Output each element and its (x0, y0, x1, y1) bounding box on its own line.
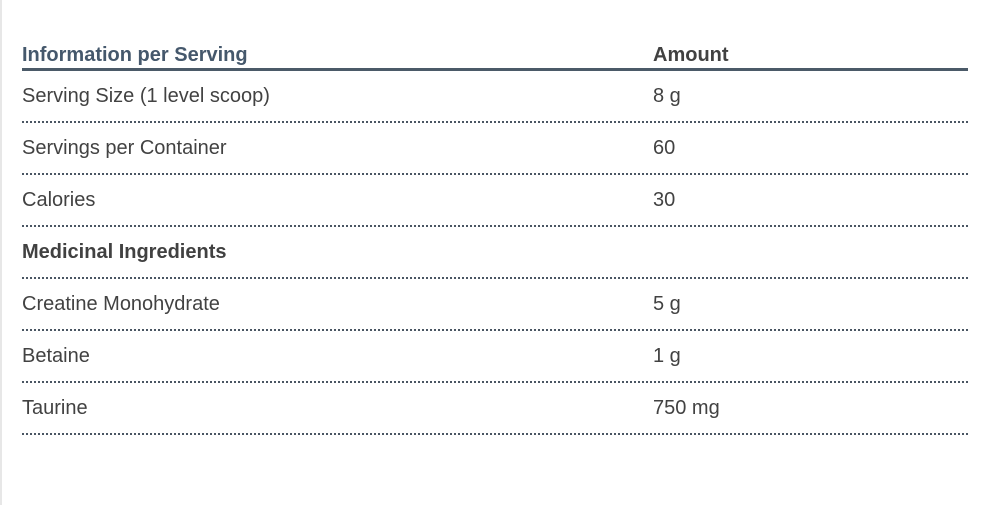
header-amount: Amount (653, 44, 729, 66)
row-amount: 60 (653, 137, 676, 159)
row-divider (22, 381, 968, 383)
table-row: Serving Size (1 level scoop) 8 g (22, 71, 968, 121)
row-amount: 750 mg (653, 397, 720, 419)
info-table: Information per Serving Amount Serving S… (22, 0, 968, 435)
row-divider (22, 277, 968, 279)
row-divider (22, 173, 968, 175)
header-information-per-serving: Information per Serving (22, 44, 248, 66)
row-label: Calories (22, 189, 96, 211)
row-label: Taurine (22, 397, 88, 419)
row-divider (22, 121, 968, 123)
row-label: Betaine (22, 345, 90, 367)
row-label: Serving Size (1 level scoop) (22, 85, 270, 107)
table-header-row: Information per Serving Amount (22, 0, 968, 71)
row-label: Servings per Container (22, 137, 227, 159)
table-row: Creatine Monohydrate 5 g (22, 279, 968, 329)
row-amount: 1 g (653, 345, 681, 367)
row-amount: 30 (653, 189, 676, 211)
table-row: Betaine 1 g (22, 331, 968, 381)
row-divider (22, 433, 968, 435)
page-left-edge-line (0, 0, 2, 505)
table-row: Calories 30 (22, 175, 968, 225)
row-label: Creatine Monohydrate (22, 293, 220, 315)
row-amount: 8 g (653, 85, 681, 107)
table-section-row: Medicinal Ingredients (22, 227, 968, 277)
table-row: Servings per Container 60 (22, 123, 968, 173)
row-amount: 5 g (653, 293, 681, 315)
row-divider (22, 329, 968, 331)
table-row: Taurine 750 mg (22, 383, 968, 433)
row-divider (22, 225, 968, 227)
section-title: Medicinal Ingredients (22, 241, 227, 263)
